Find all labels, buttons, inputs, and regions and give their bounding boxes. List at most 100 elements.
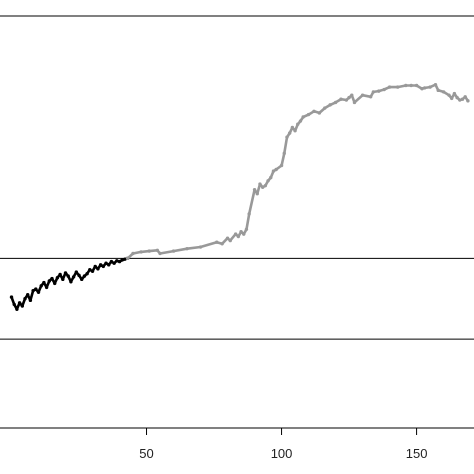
data-point [220,242,224,246]
data-point [23,297,27,301]
data-point [433,82,438,87]
data-point [296,122,300,126]
data-point [333,100,338,105]
x-tick-label: 50 [139,446,153,461]
data-point [39,284,43,288]
data-point [463,95,467,99]
data-point [34,287,38,291]
data-point [344,98,349,102]
data-point [44,285,49,290]
data-point [436,88,440,93]
data-point [93,264,97,269]
data-point [252,187,257,192]
data-point [198,245,203,249]
data-point [312,109,316,114]
data-point [360,93,365,97]
data-point [395,85,400,89]
data-point [441,90,446,94]
series-layer [9,82,470,311]
data-point [447,93,451,97]
data-point [158,251,162,256]
data-point [131,251,135,256]
data-point [287,131,292,135]
data-point [185,246,189,251]
data-point [225,236,230,240]
data-point [147,249,151,253]
data-point [449,96,454,101]
data-point [387,85,392,89]
data-point [55,276,60,280]
data-point [101,264,106,269]
data-point [420,87,424,91]
data-point [404,83,408,88]
data-point [285,135,289,139]
data-point [228,238,232,243]
series-line-1 [126,83,470,260]
data-point [347,95,351,100]
data-point [323,106,327,110]
data-point [455,95,459,100]
data-point [63,271,68,275]
data-point [120,258,124,262]
data-point [247,212,251,216]
data-point [422,86,427,90]
data-point [109,259,114,264]
data-point [58,272,62,277]
data-point [26,293,30,297]
data-point [90,269,95,273]
data-point [80,277,84,282]
data-point [269,175,273,180]
data-point [139,250,143,254]
data-point [66,274,70,278]
data-point [9,295,14,299]
data-point [215,240,219,244]
data-point [301,115,305,119]
data-point [377,89,381,93]
plot-border [0,15,474,429]
data-point [255,192,259,196]
data-point [115,259,119,263]
data-point [236,234,241,239]
x-axis: 50 100 150 [11,427,474,461]
data-point [239,229,243,234]
series-points-1 [125,82,470,261]
data-point [409,83,413,88]
data-point [350,93,354,97]
data-point [96,267,100,271]
data-point [317,111,322,115]
data-point [460,97,465,101]
data-point [282,151,286,156]
series-points-0 [9,256,130,311]
data-point [98,263,103,267]
data-point [17,301,22,305]
data-point [339,97,343,101]
data-point [155,248,160,252]
data-point [88,267,92,272]
data-point [31,288,35,293]
data-point [107,263,111,267]
data-point [123,257,127,261]
data-point [466,99,470,103]
data-point [71,275,76,279]
data-point [36,290,41,294]
data-point [263,183,268,188]
data-point [82,274,87,278]
data-point [28,298,33,303]
data-point [47,279,52,283]
data-point [293,129,297,133]
data-point [290,125,295,130]
x-tick-label: 100 [271,446,293,461]
data-point [258,182,262,186]
data-point [382,87,386,92]
data-point [298,119,303,123]
series-line-0 [10,257,129,311]
data-point [117,259,122,264]
data-point [77,273,81,278]
data-point [279,163,284,168]
data-point [458,98,462,102]
data-point [125,256,130,261]
data-point [306,112,311,117]
data-point [368,95,373,99]
data-point [352,100,357,105]
data-point [61,277,65,282]
